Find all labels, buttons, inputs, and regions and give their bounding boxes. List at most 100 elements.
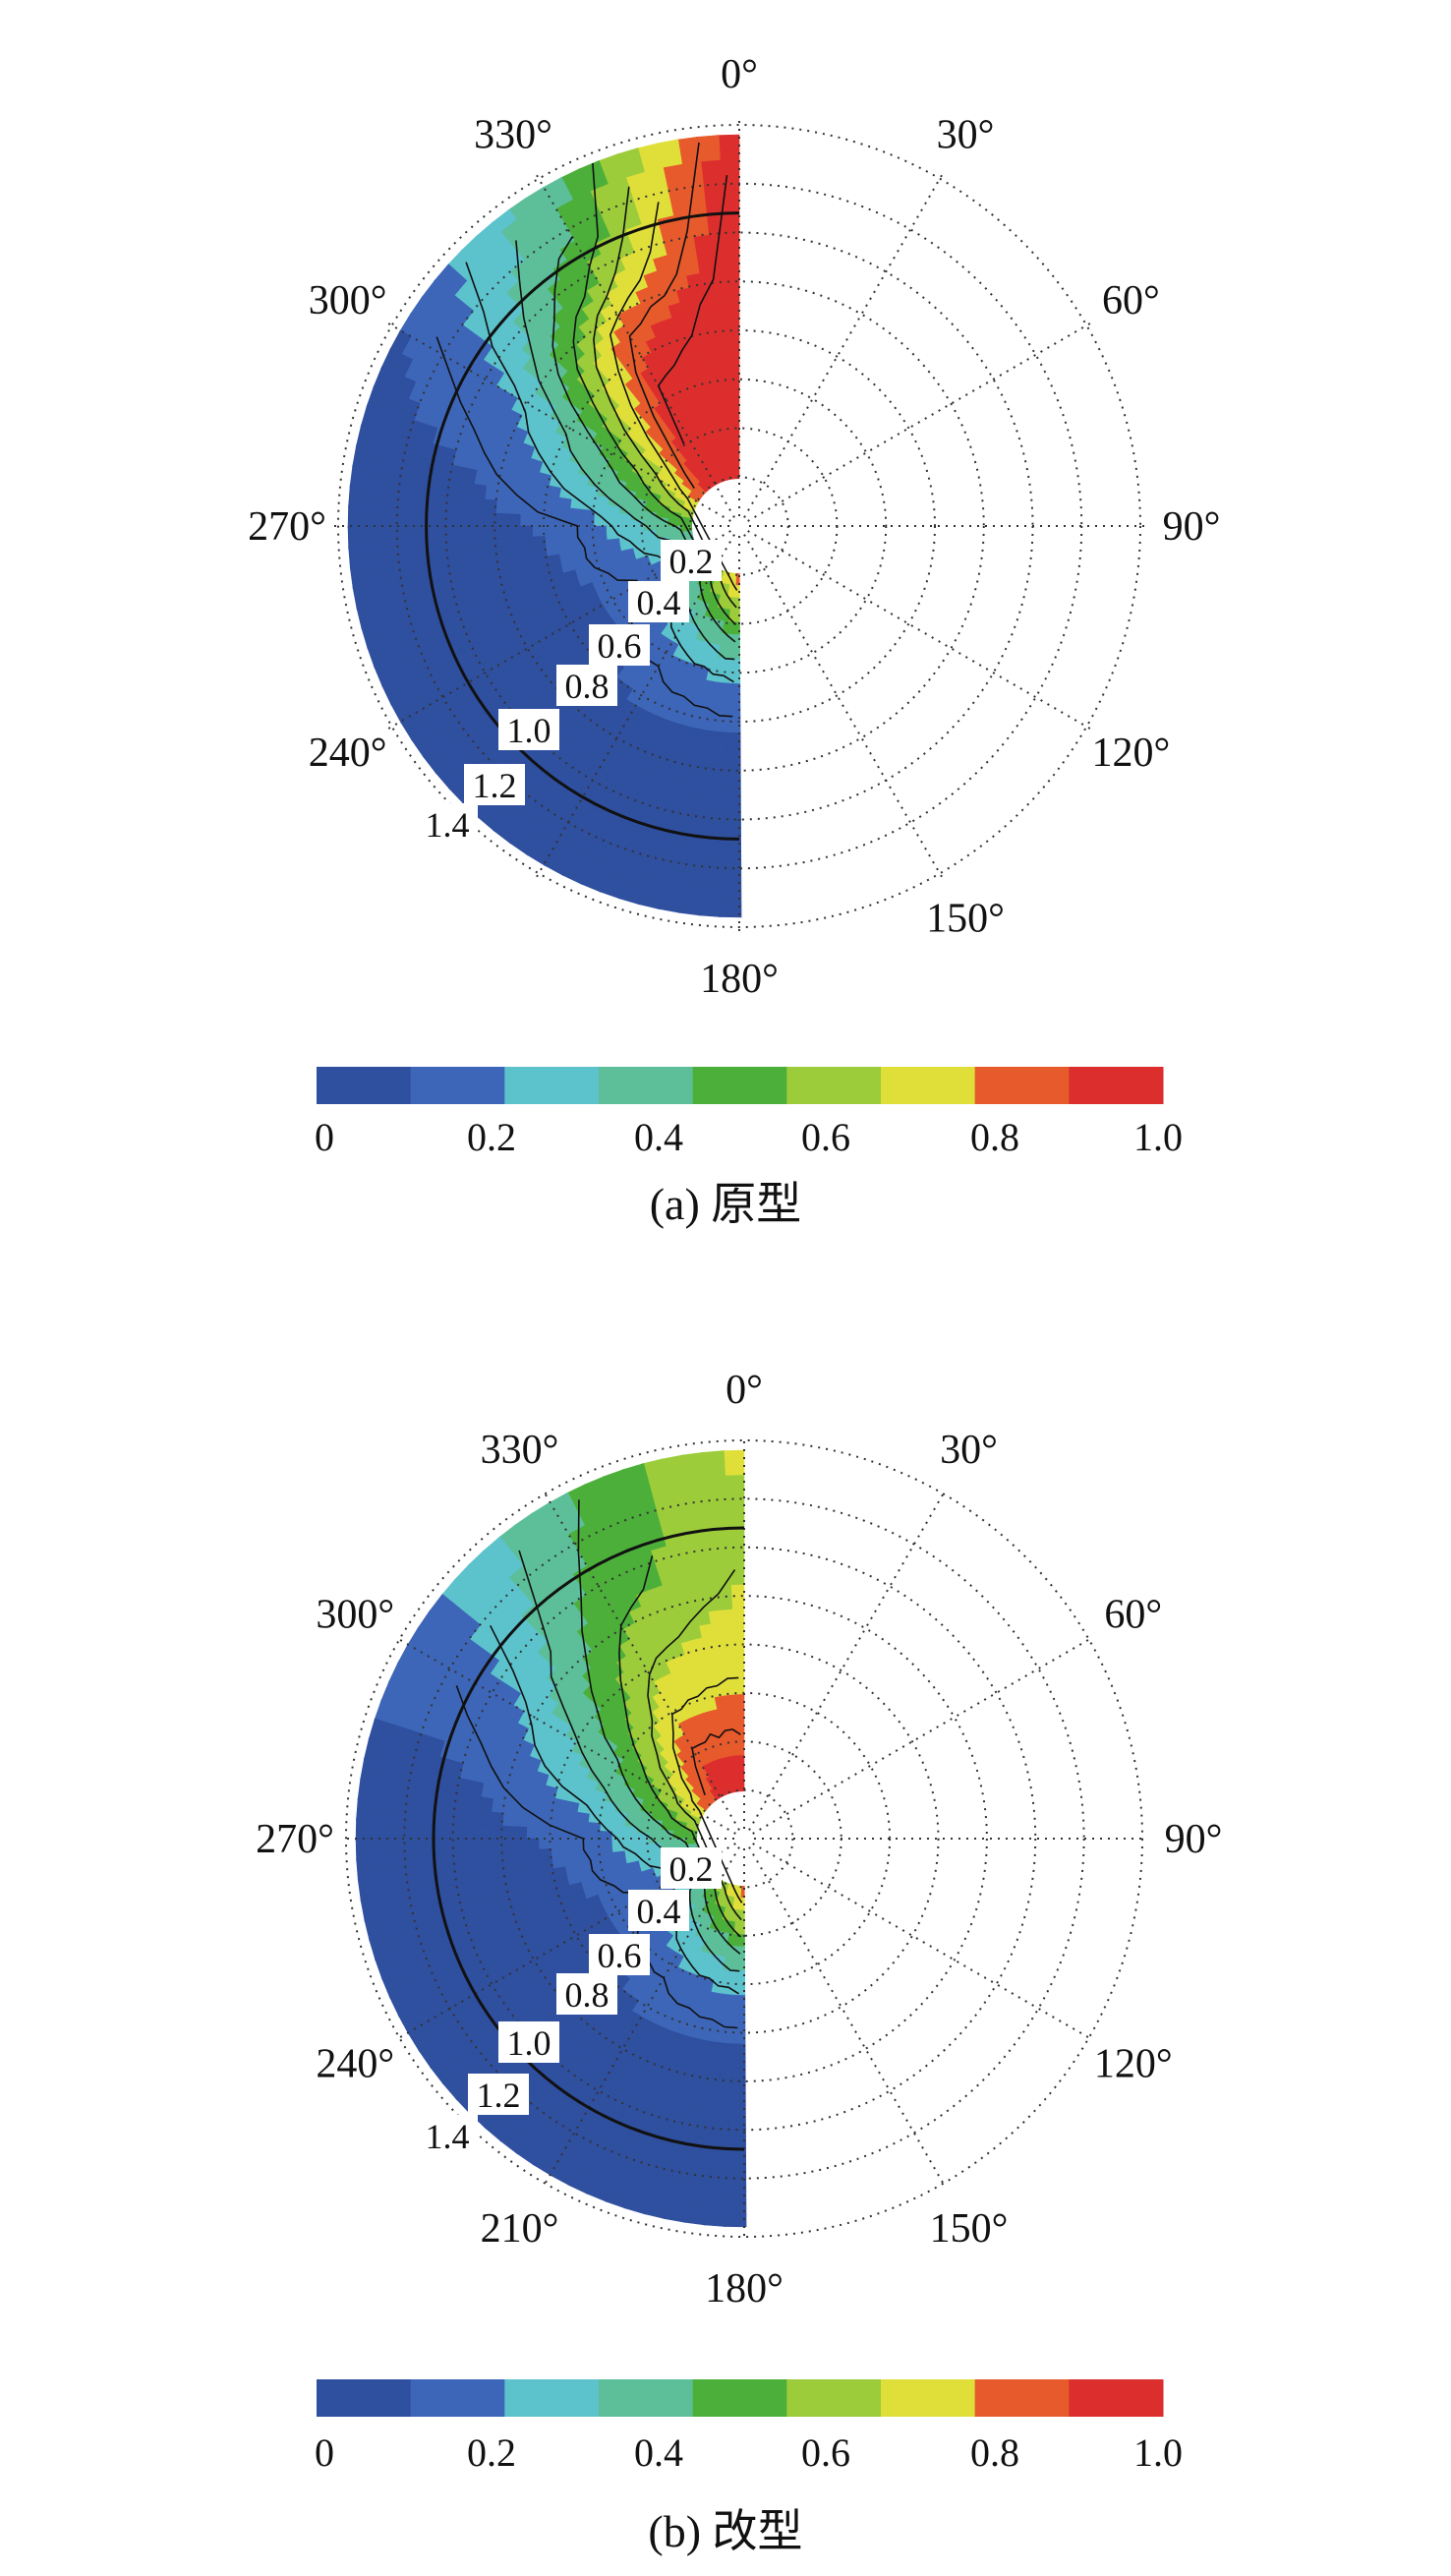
contour-label: 1.4	[426, 805, 470, 845]
colorbar-swatch	[692, 1067, 787, 1104]
contour-cell	[360, 545, 376, 568]
angle-label: 270°	[248, 504, 326, 550]
contour-cell	[465, 1809, 480, 1827]
angle-label: 210°	[481, 2206, 559, 2252]
contour-cell	[440, 1822, 454, 1841]
contour-cell	[728, 2116, 746, 2131]
contour-cell	[357, 1777, 374, 1802]
contour-label: 0.8	[565, 1975, 609, 2015]
contour-cell	[391, 1819, 406, 1842]
contour-line	[593, 186, 737, 609]
contour-cell	[416, 1821, 431, 1842]
contour-cell	[722, 843, 742, 856]
caption-a: (a) 原型	[650, 1179, 802, 1229]
colorbar-swatch	[974, 2379, 1070, 2417]
contour-cell	[711, 780, 728, 795]
contour-cell	[349, 464, 366, 490]
colorbar-tick-label: 0.4	[634, 1115, 683, 1159]
colorbar-b: 0 0.2 0.4 0.6 0.8 1.0	[315, 2379, 1183, 2475]
contour-cell	[713, 2115, 731, 2130]
contour-cell	[470, 498, 486, 515]
colorbar-swatch	[974, 1067, 1070, 1104]
contour-cell	[465, 1823, 479, 1841]
angle-label: 120°	[1091, 731, 1170, 776]
contour-cell	[452, 1823, 467, 1841]
contour-cell	[731, 646, 741, 660]
contour-cell	[726, 744, 741, 758]
contour-cell	[723, 1474, 745, 1489]
contour-cell	[470, 525, 485, 543]
contour-cell	[722, 232, 740, 247]
grid-ring	[543, 329, 936, 723]
contour-cell	[726, 1535, 745, 1549]
contour-label: 1.0	[507, 2023, 551, 2063]
angle-label: 30°	[937, 113, 995, 158]
contour-cell	[708, 804, 726, 819]
grid-spoke	[743, 534, 943, 878]
contour-cell	[700, 878, 724, 893]
contour-cell	[360, 486, 376, 509]
contour-cell	[703, 853, 725, 868]
contour-cell	[368, 1798, 383, 1822]
grid-spoke	[748, 1490, 947, 1831]
contour-cell	[409, 491, 425, 512]
angle-label: 240°	[316, 2042, 394, 2087]
contour-cell	[719, 892, 742, 906]
colorbar-swatch	[599, 1067, 694, 1104]
contour-cell	[397, 490, 412, 511]
colorbar-swatch	[786, 2379, 882, 2417]
contour-label: 0.4	[637, 583, 681, 622]
contour-cell	[726, 756, 741, 771]
colorbar-tick-label: 1.0	[1133, 1115, 1183, 1159]
contour-cell	[726, 1547, 745, 1561]
contour-label: 0.8	[565, 667, 609, 706]
contour-label: 0.2	[669, 1849, 714, 1889]
contour-cell	[458, 525, 472, 543]
colorbar-tick-label: 0.2	[467, 1115, 516, 1159]
contour-cell	[452, 1838, 467, 1856]
contour-cell	[372, 525, 386, 548]
contour-cell	[721, 220, 740, 234]
angle-label: 0°	[726, 1368, 763, 1413]
contour-cell	[725, 1510, 745, 1525]
contour-cell	[701, 865, 724, 881]
contour-cell	[724, 2201, 747, 2215]
contour-label-box	[464, 764, 525, 805]
colorbar-tick-label: 0.8	[970, 1115, 1019, 1159]
contour-line	[435, 336, 733, 718]
angle-label: 330°	[474, 113, 552, 158]
contour-cell	[483, 525, 496, 542]
contour-cell	[391, 1838, 406, 1859]
grid-spoke	[536, 174, 735, 518]
angle-labels-a: 0° 30° 60° 90° 120° 150° 180° 240° 270° 300° 330°	[248, 52, 1220, 1002]
contour-cell	[716, 2090, 733, 2106]
colorbar-tick-label: 0.8	[970, 2430, 1019, 2475]
contour-cell	[712, 768, 728, 783]
contour-cell	[396, 507, 411, 529]
contour-cell	[356, 1857, 372, 1882]
contour-cell	[724, 1486, 745, 1500]
contour-cell	[465, 1838, 479, 1855]
contour-cell	[727, 732, 741, 746]
contour-label: 0.4	[637, 1892, 681, 1931]
angle-label: 60°	[1104, 1593, 1162, 1638]
contour-cell	[715, 2103, 732, 2118]
contour-cell	[384, 506, 398, 529]
contour-cell	[416, 1838, 431, 1858]
contour-cell	[724, 805, 741, 820]
contour-cell	[707, 817, 726, 832]
contour-cell	[708, 2163, 729, 2179]
contour-cell	[477, 1824, 491, 1841]
colorbar-swatch	[317, 1067, 412, 1104]
contour-cell	[348, 545, 364, 570]
contour-cell	[519, 502, 534, 517]
contour-cell	[379, 1799, 395, 1823]
contour-cell	[709, 2151, 730, 2166]
colorbar-swatch	[410, 2379, 505, 2417]
angle-label: 300°	[316, 1593, 394, 1638]
contour-cell	[725, 2177, 747, 2192]
contour-cell	[372, 506, 386, 529]
contour-cell	[501, 1812, 516, 1829]
contour-cell	[723, 245, 740, 259]
contour-label-box	[556, 665, 617, 706]
